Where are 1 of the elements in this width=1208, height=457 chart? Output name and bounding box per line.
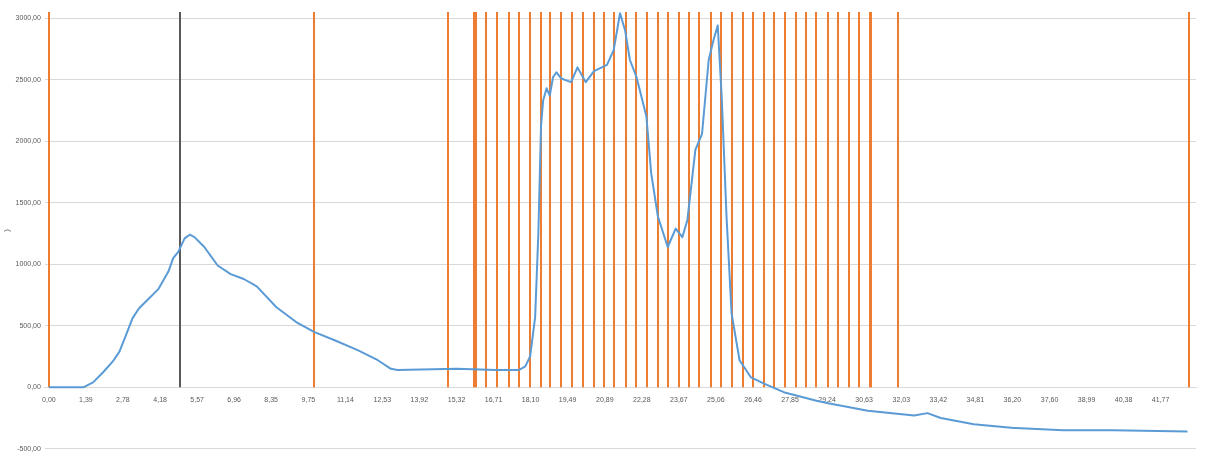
- y-axis-title: ): [2, 228, 11, 232]
